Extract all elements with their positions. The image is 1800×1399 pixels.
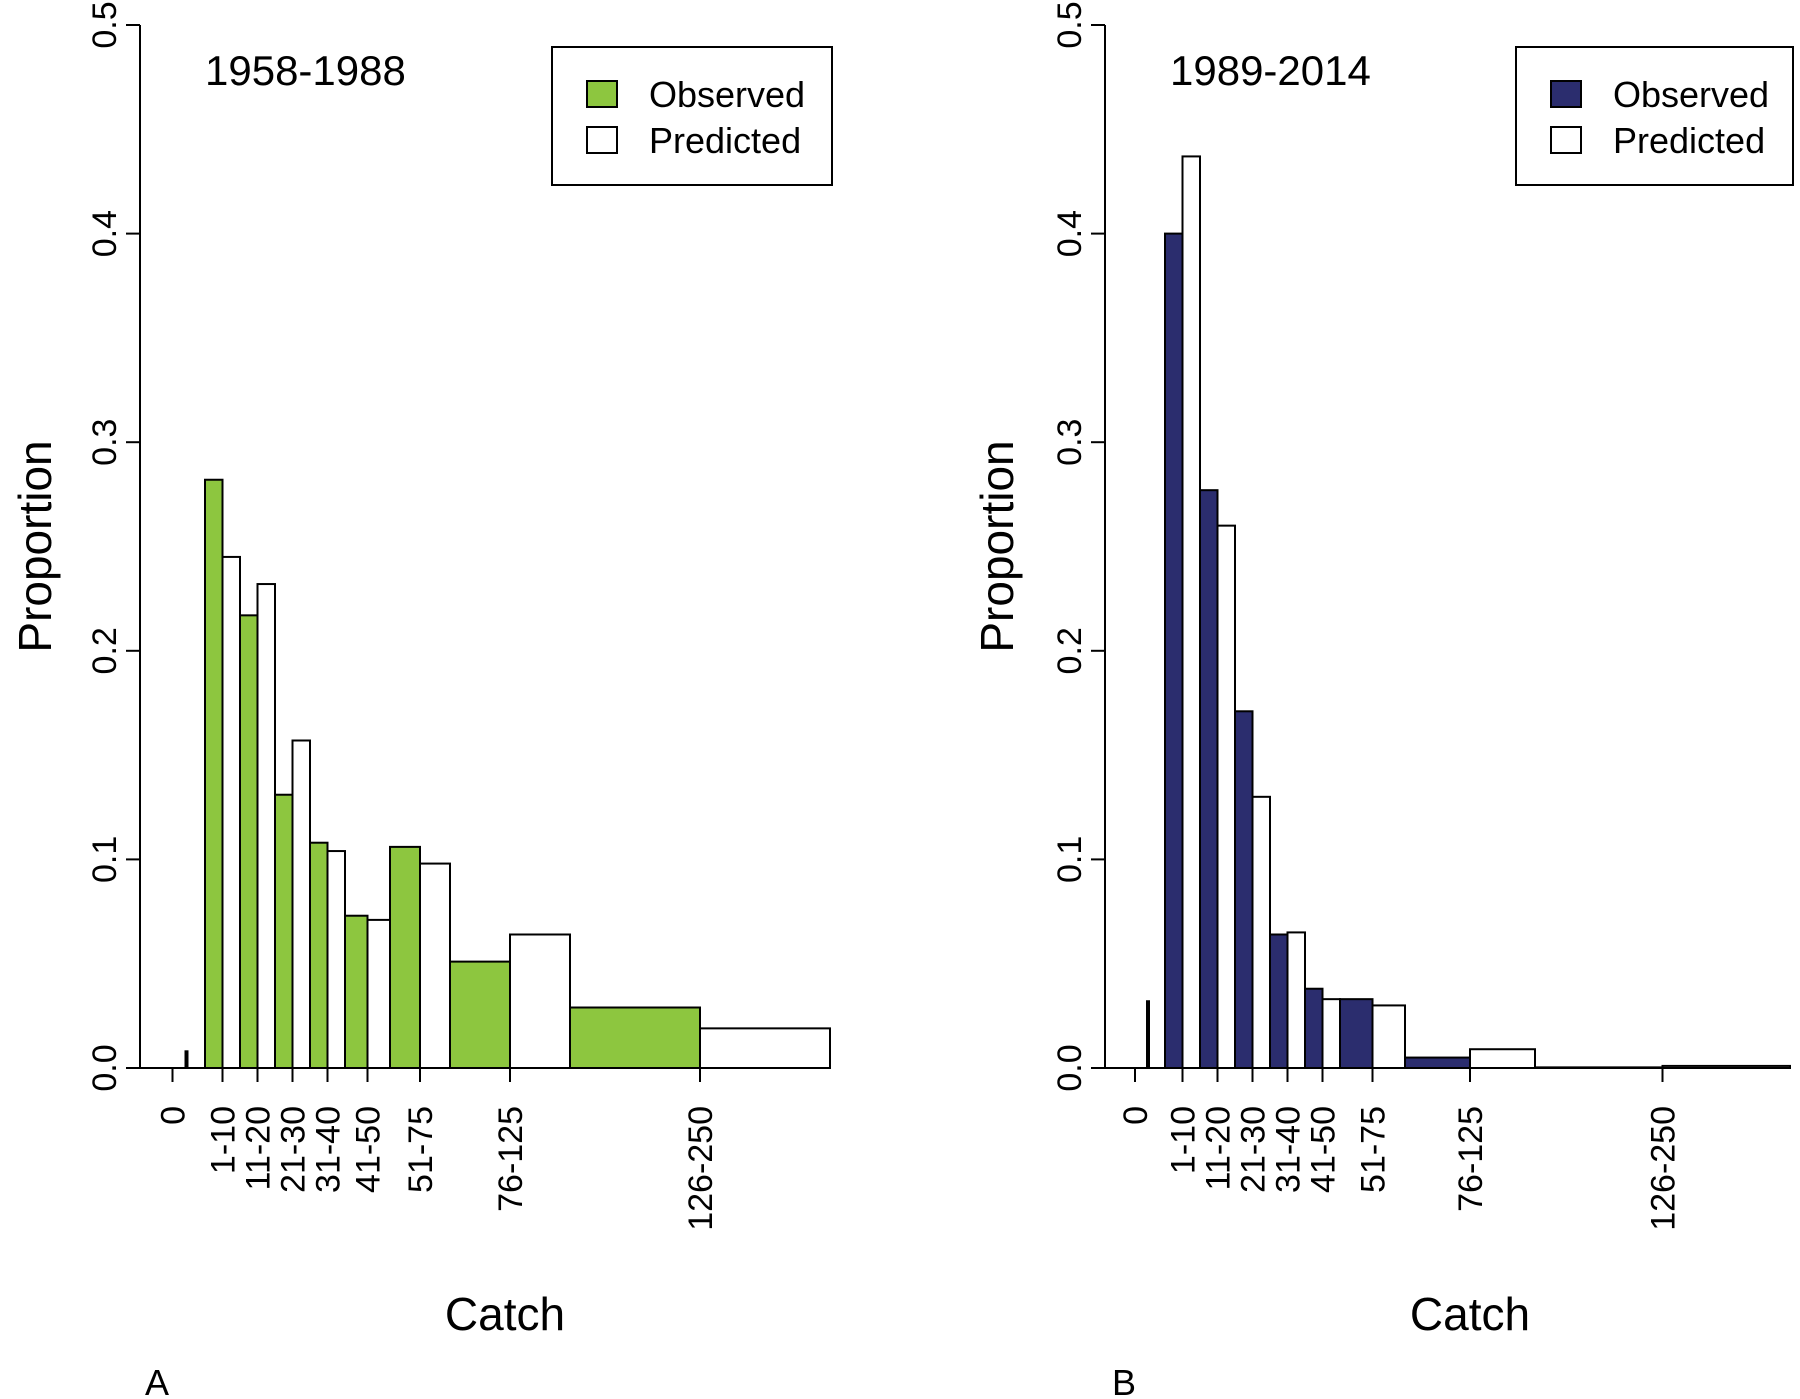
bar-observed — [344, 914, 369, 1069]
y-tick-label: 0.3 — [86, 419, 124, 466]
x-tick-label: 51-75 — [402, 1106, 440, 1193]
y-tick-label: 0.1 — [86, 836, 124, 883]
y-tick-label: 0.5 — [86, 1, 124, 48]
legend-swatch-observed — [1550, 80, 1582, 108]
bar-observed — [1304, 987, 1324, 1069]
bar-predicted — [699, 1027, 831, 1069]
bar-observed — [1234, 710, 1254, 1069]
bar-predicted — [221, 555, 241, 1069]
bar-predicted — [1321, 998, 1341, 1069]
y-tick-label: 0.0 — [1051, 1044, 1089, 1091]
x-tick-label: 76-125 — [492, 1106, 530, 1212]
x-tick-label: 41-50 — [350, 1106, 388, 1193]
y-axis-title: Proportion — [971, 440, 1023, 652]
bar-predicted — [509, 933, 571, 1069]
y-tick-label: 0.2 — [1051, 627, 1089, 674]
bar-predicted — [256, 583, 276, 1069]
legend-label-predicted: Predicted — [649, 120, 801, 161]
legend-label-predicted: Predicted — [1613, 120, 1765, 161]
bar-predicted — [1371, 1004, 1406, 1069]
x-axis-title: Catch — [445, 1288, 565, 1340]
x-tick-label: 51-75 — [1355, 1106, 1393, 1193]
x-axis-title: Catch — [1410, 1288, 1530, 1340]
bar-predicted — [1251, 795, 1271, 1069]
y-tick-label: 0.0 — [86, 1044, 124, 1091]
bar-predicted — [1469, 1048, 1536, 1069]
y-tick-label: 0.4 — [1051, 210, 1089, 257]
x-tick-label: 126-250 — [1645, 1106, 1683, 1231]
bar-predicted — [291, 739, 311, 1069]
legend: Observed Predicted — [551, 46, 833, 186]
x-tick-label: 1-10 — [205, 1106, 243, 1174]
bar-predicted — [1286, 931, 1306, 1069]
x-tick-label: 0 — [1117, 1106, 1155, 1125]
bar-predicted — [366, 918, 391, 1069]
y-axis: 0.0 0.1 0.2 0.3 0.4 0.5 — [1051, 1, 1106, 1092]
bar-observed — [1199, 489, 1219, 1070]
x-tick-label: 11-20 — [240, 1106, 278, 1190]
bar-observed — [389, 845, 421, 1069]
bar-observed — [449, 960, 511, 1070]
y-axis-title: Proportion — [9, 440, 61, 652]
bar-observed — [309, 841, 329, 1069]
x-tick-label: 21-30 — [1235, 1106, 1273, 1193]
x-tick-label: 31-40 — [1270, 1106, 1308, 1193]
bars-layer — [1146, 155, 1791, 1070]
period-label: 1958-1988 — [205, 47, 406, 94]
x-tick-label: 41-50 — [1305, 1106, 1343, 1193]
bar-observed — [239, 614, 259, 1069]
panel-letter: B — [1112, 1362, 1136, 1399]
legend-box — [1515, 46, 1794, 186]
panel-letter: A — [145, 1362, 169, 1399]
bar-predicted — [1216, 524, 1236, 1069]
bar-observed — [204, 478, 224, 1069]
bar-observed — [274, 793, 294, 1069]
y-tick-label: 0.3 — [1051, 419, 1089, 466]
bars-layer — [184, 478, 831, 1070]
y-tick-label: 0.5 — [1051, 1, 1089, 48]
y-axis: 0.0 0.1 0.2 0.3 0.4 0.5 — [86, 1, 141, 1092]
legend-box — [551, 46, 833, 186]
bar-observed — [1339, 998, 1374, 1069]
bar-predicted — [1146, 1000, 1150, 1069]
y-tick-label: 0.4 — [86, 210, 124, 257]
bar-predicted — [419, 862, 451, 1070]
bar-observed — [1404, 1056, 1471, 1069]
legend-label-observed: Observed — [649, 74, 805, 115]
y-tick-label: 0.1 — [1051, 836, 1089, 883]
legend: Observed Predicted — [1515, 46, 1794, 186]
bar-observed — [1164, 232, 1184, 1070]
period-label: 1989-2014 — [1170, 47, 1371, 94]
bar-predicted — [326, 850, 346, 1070]
x-tick-label: 0 — [155, 1106, 193, 1125]
legend-swatch-predicted — [586, 126, 618, 154]
legend-swatch-predicted — [1550, 126, 1582, 154]
x-tick-label: 21-30 — [275, 1106, 313, 1193]
bar-observed — [1269, 933, 1289, 1069]
bar-predicted — [184, 1050, 189, 1070]
legend-swatch-observed — [586, 80, 618, 108]
x-tick-label: 76-125 — [1452, 1106, 1490, 1212]
x-tick-label: 11-20 — [1200, 1106, 1238, 1190]
x-tick-label: 1-10 — [1165, 1106, 1203, 1174]
y-tick-label: 0.2 — [86, 627, 124, 674]
panel-b: 0.0 0.1 0.2 0.3 0.4 0.5 0 1-1011-2021-3031-404… — [971, 1, 1794, 1399]
legend-label-observed: Observed — [1613, 74, 1769, 115]
bar-observed — [569, 1006, 701, 1069]
bar-predicted — [1181, 155, 1201, 1069]
x-tick-label: 126-250 — [682, 1106, 720, 1231]
x-tick-label: 31-40 — [310, 1106, 348, 1193]
